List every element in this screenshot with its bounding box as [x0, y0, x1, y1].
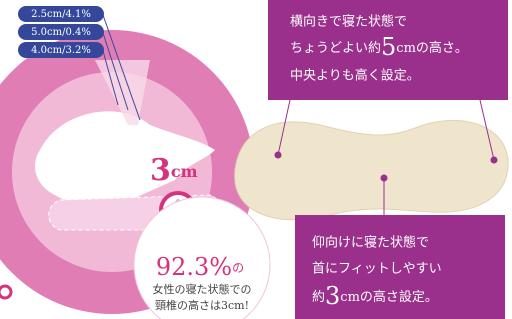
label: 4.0cm/3.2% [31, 45, 91, 56]
note-text: ちょうどよい約 [290, 41, 381, 56]
note-line: 首にフィットしやすい [312, 262, 442, 277]
note-number: 3 [325, 282, 340, 310]
dot [381, 175, 388, 182]
label: 5.0cm/0.4% [31, 27, 91, 38]
dot [491, 157, 498, 164]
note-text: cmの高さ。 [396, 40, 468, 56]
stat-line: 頸椎の高さは3cm! [155, 298, 249, 312]
stat-particle: の [232, 261, 244, 275]
note-line: 中央よりも高く設定。 [290, 68, 420, 84]
decoration [0, 286, 11, 298]
stat-percent: 92.3% [156, 253, 232, 281]
legend-labels: 2.5cm/4.1% 5.0cm/0.4% 4.0cm/3.2% [18, 6, 104, 58]
stat-headline: 92.3%の [156, 253, 244, 281]
pillow [235, 120, 508, 219]
measure-unit: cm [171, 162, 198, 181]
note-text: cmの高さ設定。 [340, 289, 438, 305]
measure-number: 3 [150, 153, 171, 188]
note-number: 5 [381, 33, 396, 61]
label: 2.5cm/4.1% [31, 9, 91, 20]
stat-line: 女性の寝た状態での [153, 282, 252, 296]
page: 2.5cm/4.1% 5.0cm/0.4% 4.0cm/3.2% 3cm 92.… [0, 0, 512, 319]
note-text: 約 [312, 290, 325, 305]
illustration: 2.5cm/4.1% 5.0cm/0.4% 4.0cm/3.2% 3cm 92.… [0, 0, 512, 319]
note-line: 横向きで寝た状態で [290, 14, 407, 30]
note-line: 仰向けに寝た状態で [312, 235, 429, 251]
dot [275, 152, 282, 159]
